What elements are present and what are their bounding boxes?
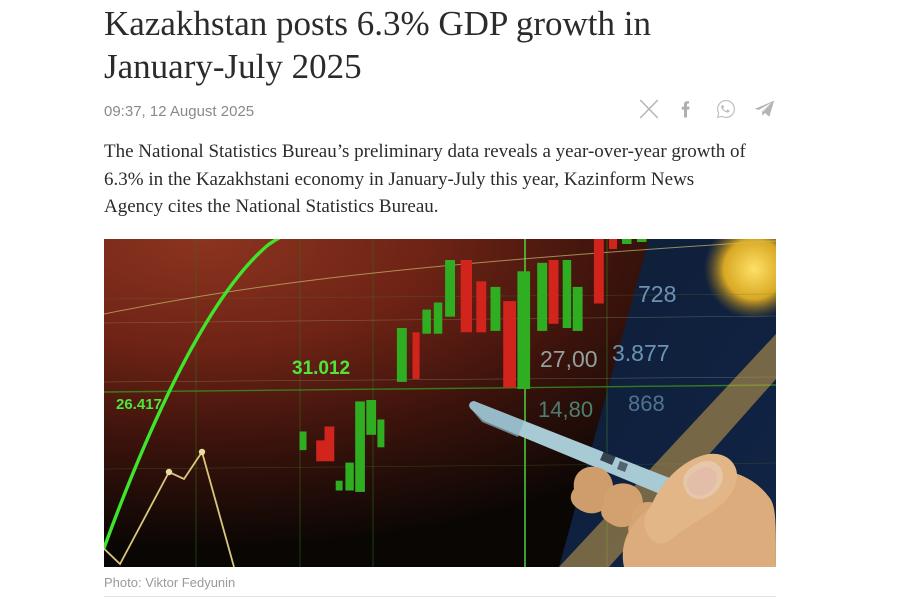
svg-text:26.417: 26.417	[116, 396, 162, 413]
svg-text:27,00: 27,00	[540, 346, 598, 372]
svg-text:3.877: 3.877	[612, 340, 670, 366]
svg-text:31.012: 31.012	[292, 358, 350, 379]
svg-text:868: 868	[628, 391, 665, 416]
svg-text:14,80: 14,80	[538, 397, 593, 422]
svg-text:728: 728	[638, 281, 676, 307]
